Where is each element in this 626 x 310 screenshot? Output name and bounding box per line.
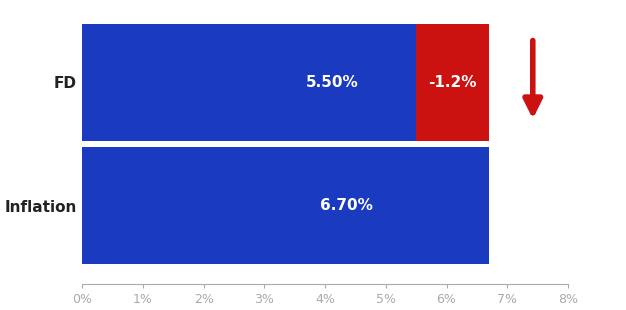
Bar <box>82 147 489 264</box>
Bar <box>82 24 416 141</box>
Bar <box>416 24 489 141</box>
Text: -1.2%: -1.2% <box>428 75 477 90</box>
Text: 6.70%: 6.70% <box>320 198 373 213</box>
Text: 5.50%: 5.50% <box>306 75 359 90</box>
